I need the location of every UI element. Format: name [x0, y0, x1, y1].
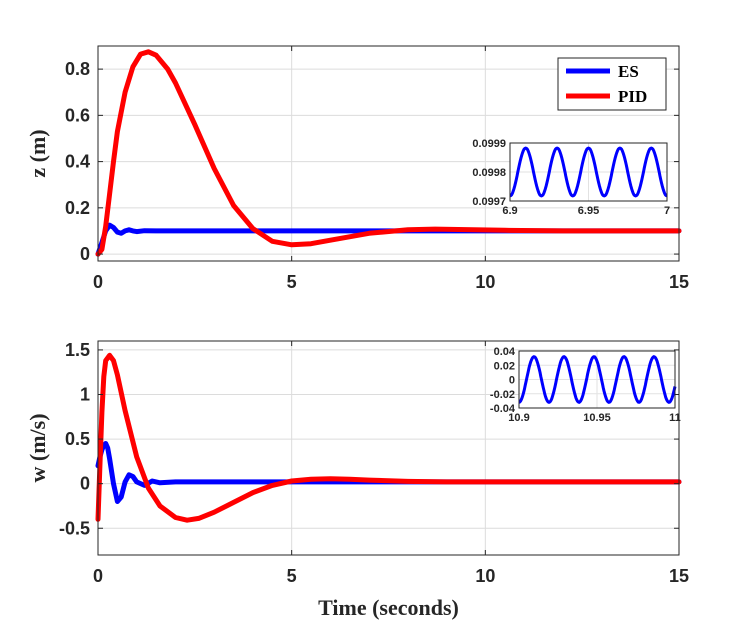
z-y-tick-label: 0: [80, 244, 90, 264]
w-inset-y-tick-label: 0.04: [494, 346, 516, 358]
w-y-tick-label: 1: [80, 385, 90, 405]
w-inset-x-tick-label: 10.9: [508, 412, 529, 424]
w-x-tick-label: 5: [287, 566, 297, 586]
w-inset-x-tick-label: 10.95: [583, 412, 611, 424]
w-inset-series-es: [518, 355, 677, 404]
z-y-axis-label: z (m): [25, 129, 50, 177]
z-inset-y-tick-label: 0.0999: [472, 138, 506, 150]
w-y-tick-label: 0: [80, 474, 90, 494]
legend-pid-label: PID: [618, 87, 647, 106]
w-y-tick-label: -0.5: [59, 518, 90, 538]
z-axes: 0 5 10 15 0 0.2 0.4 0.6 0.8 z (m) 6.9 6.95 7 0.0997…: [25, 45, 689, 292]
w-inset-frame: [518, 350, 676, 409]
z-inset-series-es: [509, 146, 668, 198]
z-inset-y-tick-label: 0.0997: [472, 196, 506, 208]
z-series-pid: [95, 49, 682, 257]
z-x-tick-label: 5: [287, 272, 297, 292]
z-x-tick-label: 0: [93, 272, 103, 292]
z-y-tick-label: 0.8: [65, 59, 90, 79]
z-y-tick-label: 0.4: [65, 152, 90, 172]
z-inset-x-tick-label: 6.9: [502, 205, 517, 217]
w-inset-x-tick-label: 11: [669, 412, 681, 424]
z-inset-frame: [509, 142, 668, 202]
z-x-tick-label: 15: [669, 272, 689, 292]
w-x-tick-label: 10: [475, 566, 495, 586]
w-y-axis-label: w (m/s): [25, 413, 50, 482]
w-inset-y-tick-label: 0: [509, 375, 515, 387]
z-inset-y-tick-label: 0.0998: [472, 167, 506, 179]
w-inset: 10.9 10.95 11 -0.04 -0.02 0 0.02 0.04: [490, 346, 681, 424]
w-axes: 0 5 10 15 -0.5 0 0.5 1 1.5 w (m/s) Time (seconds…: [25, 340, 689, 620]
w-series-pid: [95, 352, 682, 523]
z-y-tick-label: 0.2: [65, 198, 90, 218]
z-x-tick-label: 10: [475, 272, 495, 292]
z-y-tick-label: 0.6: [65, 105, 90, 125]
legend: ES PID: [557, 57, 667, 111]
w-y-tick-label: 0.5: [65, 429, 90, 449]
z-inset-x-tick-label: 7: [664, 205, 670, 217]
z-series-es: [95, 222, 682, 257]
z-inset: 6.9 6.95 7 0.0997 0.0998 0.0999: [472, 138, 670, 217]
legend-es-label: ES: [618, 62, 639, 81]
legend-box: [557, 57, 667, 111]
w-inset-y-tick-label: -0.02: [490, 389, 515, 401]
w-plot-frame: [97, 340, 680, 556]
w-y-tick-label: 1.5: [65, 340, 90, 360]
w-series-es: [95, 441, 682, 504]
w-x-tick-label: 0: [93, 566, 103, 586]
w-inset-y-tick-label: 0.02: [494, 360, 515, 372]
x-axis-label: Time (seconds): [318, 595, 459, 620]
z-plot-frame: [97, 45, 680, 262]
w-x-tick-label: 15: [669, 566, 689, 586]
z-inset-x-tick-label: 6.95: [578, 205, 599, 217]
w-inset-y-tick-label: -0.04: [490, 403, 516, 415]
